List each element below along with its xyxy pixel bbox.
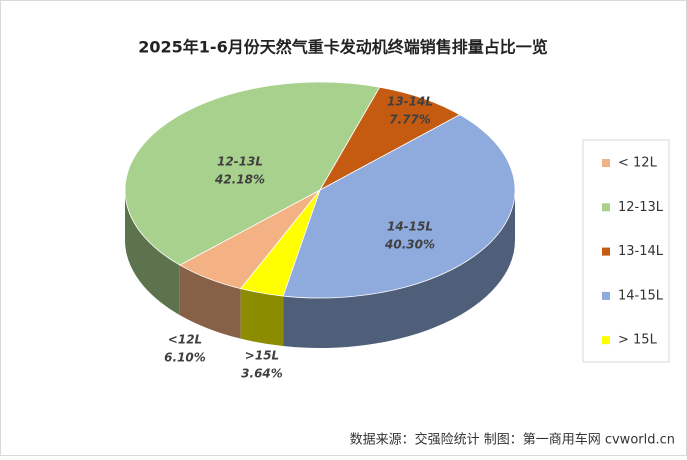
pie: <12L 6.10% 12-13L 42.18% 13-14L 7.77% 14-15L 40… bbox=[124, 81, 516, 381]
slice-label: 14-15L bbox=[387, 220, 433, 234]
slice-side bbox=[179, 265, 241, 339]
legend-swatch bbox=[602, 203, 610, 212]
legend-swatch bbox=[602, 159, 610, 167]
value-label: 40.30% bbox=[384, 238, 435, 252]
slice bbox=[124, 81, 381, 266]
slice bbox=[318, 86, 461, 192]
slice bbox=[282, 114, 516, 299]
legend-swatch bbox=[602, 336, 610, 345]
value-label: 42.18% bbox=[214, 173, 265, 187]
value-label: 3.64% bbox=[241, 367, 283, 381]
slice-label: >15L bbox=[245, 349, 279, 363]
legend-label: 13-14L bbox=[618, 244, 664, 259]
slice-label: 13-14L bbox=[387, 95, 433, 109]
chart-title: 2025年1-6月份天然气重卡发动机终端销售排量占比一览 bbox=[138, 38, 547, 57]
legend-label: > 15L bbox=[618, 333, 658, 348]
legend-swatch bbox=[602, 247, 610, 256]
slice-side bbox=[283, 190, 515, 348]
legend-label: 12-13L bbox=[618, 200, 664, 215]
value-label: 7.77% bbox=[389, 113, 431, 127]
slice-side bbox=[240, 288, 284, 347]
legend: < 12L 12-13L 13-14L 14-15L > 15L bbox=[602, 156, 664, 348]
slice-label: 12-13L bbox=[217, 155, 263, 169]
value-label: 6.10% bbox=[164, 351, 206, 365]
slice-side bbox=[125, 190, 180, 316]
source-note: 数据来源：交强险统计 制图：第一商用车网 cvworld.cn bbox=[350, 432, 675, 448]
slice bbox=[239, 189, 321, 297]
legend-label: < 12L bbox=[618, 156, 658, 171]
legend-swatch bbox=[602, 291, 610, 300]
legend-box bbox=[582, 139, 670, 363]
slice-label: <12L bbox=[168, 333, 202, 347]
legend-label: 14-15L bbox=[618, 288, 664, 303]
